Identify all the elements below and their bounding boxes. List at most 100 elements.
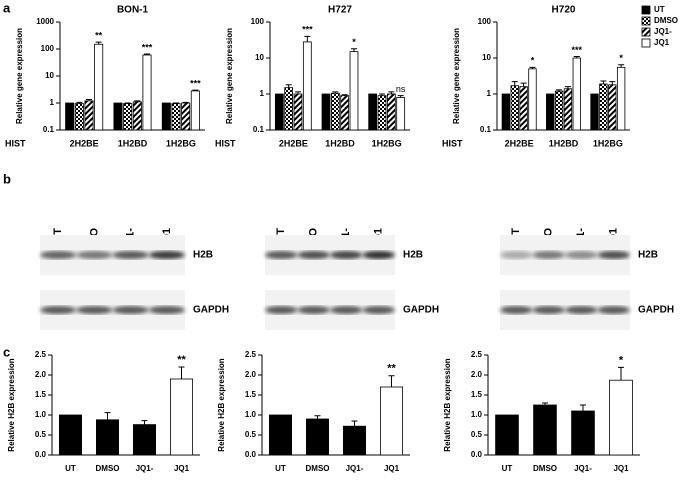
blot-band xyxy=(40,306,77,314)
error-bar xyxy=(618,366,624,381)
error-bar xyxy=(182,101,189,103)
panel-label: a xyxy=(3,0,11,15)
x-tick-label: 1H2BG xyxy=(372,138,402,148)
bar xyxy=(349,51,359,131)
x-tick-label: 1H2BD xyxy=(118,138,148,148)
y-tick-label: 0.5 xyxy=(35,430,47,439)
error-bar xyxy=(134,100,141,102)
bar xyxy=(340,95,350,131)
y-tick-label: 2.5 xyxy=(245,350,257,359)
blot-band xyxy=(565,251,598,259)
y-tick-label: 10 xyxy=(45,71,54,80)
legend-label: JQ1 xyxy=(654,38,670,47)
error-bar xyxy=(124,102,131,104)
error-bar xyxy=(332,91,339,94)
bar xyxy=(284,87,294,131)
significance-label: * xyxy=(531,56,535,66)
band-label: GAPDH xyxy=(193,305,229,316)
error-bar xyxy=(304,35,311,42)
panel-label: b xyxy=(3,171,11,186)
bar xyxy=(616,66,626,131)
blot-band xyxy=(597,251,630,259)
y-tick-label: 1.5 xyxy=(35,390,47,399)
y-tick-label: 0.5 xyxy=(245,430,257,439)
error-bar xyxy=(564,86,571,89)
chart-title: H720 xyxy=(552,5,576,16)
bar xyxy=(386,93,396,131)
legend-label: JQ1- xyxy=(654,27,672,36)
blot-band xyxy=(597,306,630,314)
bar xyxy=(305,418,329,456)
y-axis-label: Relative H2B expression xyxy=(443,358,452,451)
bar xyxy=(132,101,142,131)
significance-label: *** xyxy=(572,45,583,55)
legend-swatch xyxy=(641,5,651,15)
legend-swatch xyxy=(641,38,651,48)
error-bar xyxy=(542,402,548,405)
bar xyxy=(590,93,599,131)
y-tick-label: 2.0 xyxy=(35,370,47,379)
legend-label: DMSO xyxy=(654,16,678,25)
y-axis-label: Relative H2B expression xyxy=(217,358,226,451)
y-tick-label: 0.1 xyxy=(480,125,492,134)
error-bar xyxy=(285,84,292,88)
error-bar xyxy=(314,415,321,419)
y-tick-label: 100 xyxy=(41,44,55,53)
error-bar xyxy=(520,82,527,87)
x-tick-label: 2H2BE xyxy=(505,138,534,148)
chart-title: BON-1 xyxy=(117,5,149,16)
bar xyxy=(142,54,152,131)
x-tick-label: 2H2BE xyxy=(279,138,308,148)
bar xyxy=(533,404,557,456)
legend-swatch xyxy=(641,16,651,26)
panel-label: c xyxy=(3,344,10,359)
error-bar xyxy=(178,366,185,379)
y-axis-label: Relative H2B expression xyxy=(7,358,16,451)
error-bar xyxy=(397,95,404,98)
bar xyxy=(84,100,94,131)
y-tick-label: 0.5 xyxy=(471,430,483,439)
bar xyxy=(563,88,573,131)
legend-label: UT xyxy=(654,5,665,14)
bar xyxy=(599,83,608,131)
bar xyxy=(546,93,555,131)
error-bar xyxy=(351,420,358,427)
y-tick-label: 1 xyxy=(50,98,55,107)
y-tick-label: 100 xyxy=(478,17,492,26)
bar xyxy=(342,425,366,456)
bar xyxy=(608,84,617,131)
band-label: GAPDH xyxy=(403,305,439,316)
blot-band xyxy=(112,306,149,314)
bar xyxy=(113,102,123,131)
blot-band xyxy=(330,251,363,259)
significance-label: * xyxy=(352,37,356,47)
error-bar xyxy=(618,64,625,68)
bar xyxy=(571,410,595,456)
x-tick-label: JQ1 xyxy=(384,464,400,473)
y-tick-label: 1000 xyxy=(36,17,54,26)
bar xyxy=(65,102,75,131)
bar xyxy=(171,103,181,131)
y-tick-label: 0.0 xyxy=(471,450,483,459)
blot-band xyxy=(40,251,77,259)
y-tick-label: 10 xyxy=(255,53,264,62)
y-axis-label: Relative gene expression xyxy=(225,28,234,124)
band-label: H2B xyxy=(403,250,423,261)
blot-band xyxy=(532,306,565,314)
bar xyxy=(495,414,519,456)
x-tick-label: JQ1 xyxy=(174,464,190,473)
x-axis-label: HIST xyxy=(5,138,26,148)
bar xyxy=(74,103,84,131)
y-tick-label: 1.5 xyxy=(471,390,483,399)
bar xyxy=(190,90,200,131)
error-bar xyxy=(295,91,301,94)
chart-title: H727 xyxy=(328,5,352,16)
error-bar xyxy=(86,98,92,101)
error-bar xyxy=(511,81,518,86)
x-axis-label: HIST xyxy=(215,138,236,148)
error-bar xyxy=(388,91,395,94)
bar xyxy=(59,414,83,456)
x-tick-label: UT xyxy=(502,464,513,473)
x-tick-label: JQ1 xyxy=(613,464,629,473)
y-tick-label: 2.5 xyxy=(471,350,483,359)
